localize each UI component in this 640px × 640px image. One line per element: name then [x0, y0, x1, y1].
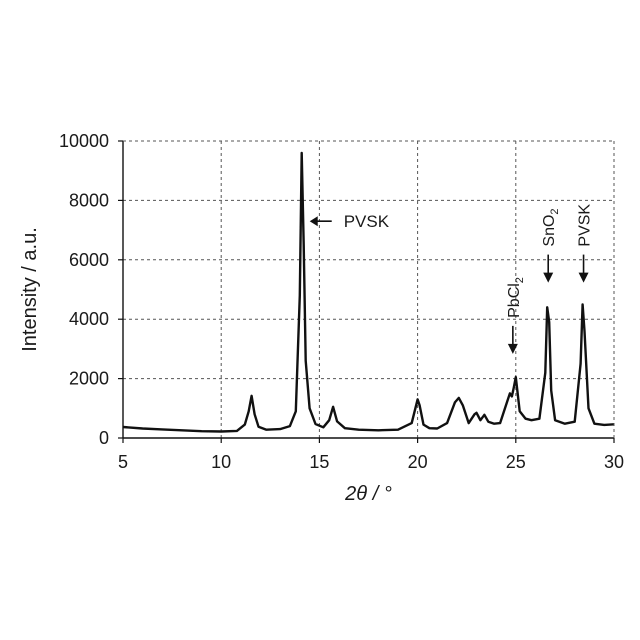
- x-tick-label: 5: [118, 452, 128, 472]
- peak-annotation: PVSK: [577, 204, 594, 283]
- y-tick-label: 6000: [69, 250, 109, 270]
- annotation-label: PVSK: [344, 212, 390, 231]
- annotation-arrowhead: [543, 273, 553, 283]
- annotation-arrowhead: [508, 344, 518, 354]
- x-tick-label: 30: [604, 452, 624, 472]
- y-tick-label: 2000: [69, 369, 109, 389]
- y-tick-label: 4000: [69, 309, 109, 329]
- x-tick-label: 15: [309, 452, 329, 472]
- annotation-layer: PVSK PbCl2 SnO2 PVSK: [310, 204, 594, 354]
- peak-annotation: PVSK: [310, 212, 390, 231]
- y-axis-title: Intensity / a.u.: [19, 227, 41, 352]
- y-tick-labels: 0 2000 4000 6000 8000 10000: [59, 131, 109, 448]
- x-tick-label: 25: [506, 452, 526, 472]
- annotation-arrowhead: [579, 273, 589, 283]
- annotation-arrowhead: [310, 216, 318, 226]
- annotation-subscript: 2: [549, 208, 561, 214]
- gridlines: [123, 141, 614, 438]
- y-tick-label: 10000: [59, 131, 109, 151]
- x-tick-label: 10: [211, 452, 231, 472]
- xrd-pattern-line: [123, 153, 614, 432]
- annotation-label: SnO2: [541, 208, 561, 246]
- axes: [118, 141, 614, 443]
- annotation-label: PbCl2: [506, 277, 526, 318]
- annotation-label: PVSK: [577, 204, 594, 247]
- peak-annotation: SnO2: [541, 208, 561, 282]
- x-tick-label: 20: [408, 452, 428, 472]
- x-tick-labels: 5 10 15 20 25 30: [118, 452, 624, 472]
- peak-annotation: PbCl2: [506, 277, 526, 354]
- data-series: [123, 153, 614, 432]
- x-axis-title: 2θ / °: [344, 483, 392, 505]
- annotation-subscript: 2: [514, 277, 526, 283]
- y-tick-label: 8000: [69, 190, 109, 210]
- y-tick-label: 0: [99, 428, 109, 448]
